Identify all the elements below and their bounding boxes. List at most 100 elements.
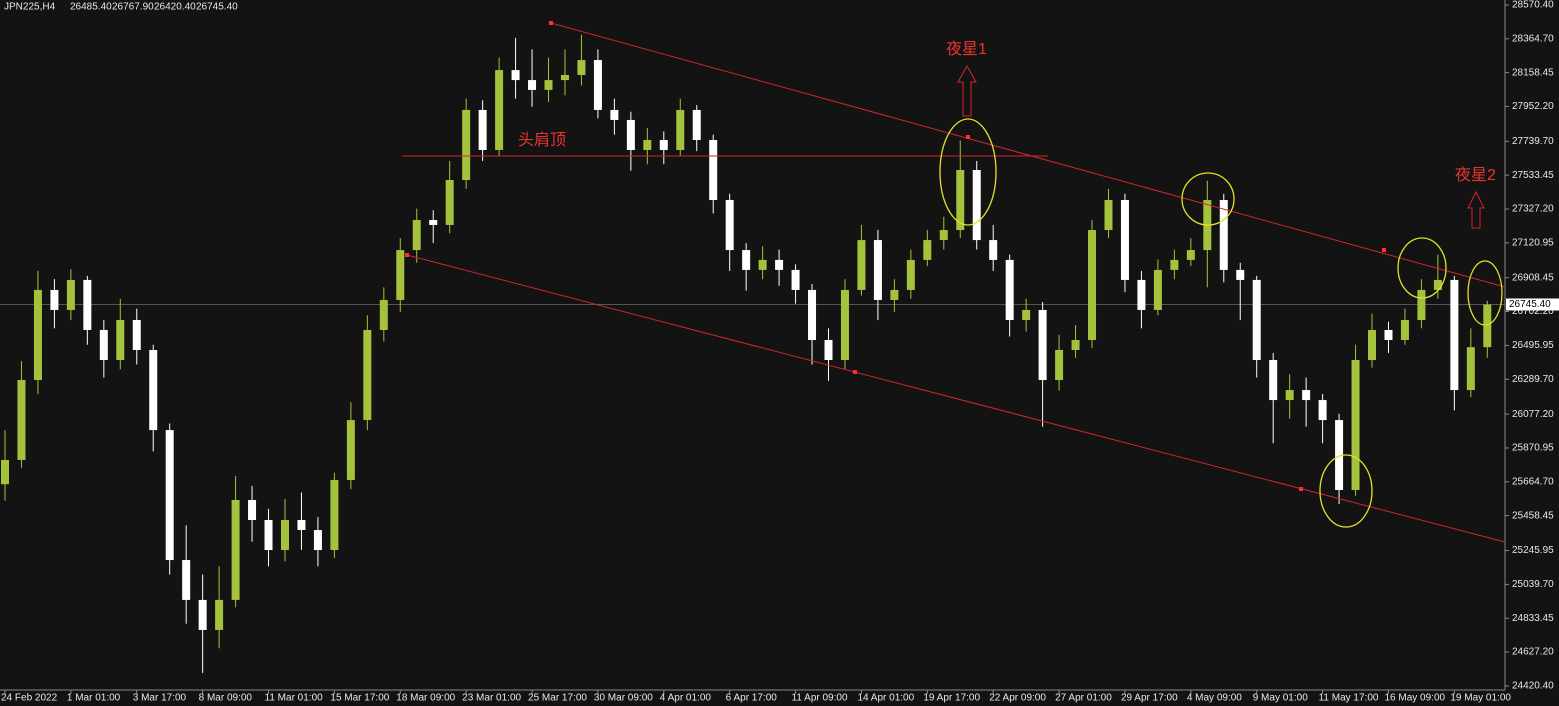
candle-body [560, 74, 569, 81]
candle-body [939, 230, 948, 241]
y-tick-label: 25870.95 [1512, 443, 1554, 454]
candle-body [1055, 350, 1064, 381]
plot-area [0, 34, 1505, 673]
candle-body [725, 200, 734, 251]
candle-body [1368, 329, 1377, 361]
y-tick-label: 27327.20 [1512, 204, 1554, 215]
candle-body [99, 329, 108, 361]
candle-body [1022, 309, 1031, 320]
candle-body [956, 169, 965, 231]
candle-body [692, 109, 701, 140]
x-tick-label: 11 Mar 01:00 [265, 693, 324, 704]
candle-body [1285, 390, 1294, 401]
y-tick-label: 28570.40 [1512, 0, 1554, 11]
symbol-title: JPN225,H4 [4, 2, 56, 13]
candle-body [659, 139, 668, 150]
upper-trendline [550, 22, 1506, 288]
candle-body [791, 269, 800, 290]
candle-body [1417, 289, 1426, 320]
candle-body [412, 220, 421, 251]
y-tick-label: 27952.20 [1512, 101, 1554, 112]
anchor [405, 253, 409, 257]
candle-body [840, 289, 849, 361]
candle-body [429, 220, 438, 225]
y-tick-label: 25458.45 [1512, 510, 1554, 521]
candle-body [906, 259, 915, 290]
candle-body [593, 60, 602, 110]
x-tick-label: 11 Apr 09:00 [792, 693, 848, 704]
candle-body [346, 420, 355, 480]
ellipse [1397, 237, 1447, 299]
candle-body [1, 459, 9, 485]
x-tick-label: 6 Apr 17:00 [726, 693, 778, 704]
candle-body [511, 70, 520, 81]
candle-body [923, 240, 932, 260]
anchor [1382, 248, 1386, 252]
candle-body [1400, 319, 1409, 340]
x-tick-label: 24 Feb 2022 [1, 693, 58, 704]
x-tick-label: 18 Mar 09:00 [396, 693, 455, 704]
candle-body [626, 119, 635, 150]
candle-body [1088, 230, 1097, 340]
x-tick-label: 23 Mar 01:00 [462, 693, 521, 704]
y-tick-label: 26702.20 [1512, 306, 1554, 317]
x-tick-label: 4 Apr 01:00 [660, 693, 712, 704]
candle-body [17, 380, 26, 460]
candle-body [33, 289, 42, 381]
candle-body [248, 499, 257, 521]
candle-body [297, 520, 306, 531]
arrow-up [1467, 190, 1485, 229]
anchor [853, 370, 857, 374]
x-tick-label: 19 May 01:00 [1450, 693, 1511, 704]
candle-body [873, 240, 882, 300]
anchor [966, 135, 970, 139]
candle-body [544, 80, 553, 90]
y-tick-label: 27739.70 [1512, 136, 1554, 147]
candle-body [280, 520, 289, 551]
candle-body [165, 430, 174, 561]
candle-body [182, 560, 191, 600]
candle-body [1038, 309, 1047, 381]
candle-body [379, 299, 388, 330]
y-tick-label: 24833.45 [1512, 613, 1554, 624]
candle-body [215, 599, 224, 630]
candle-body [1269, 360, 1278, 401]
x-tick-label: 22 Apr 09:00 [989, 693, 1046, 704]
candle-body [1450, 279, 1459, 391]
x-tick-label: 4 May 09:00 [1187, 693, 1242, 704]
candle-body [1219, 200, 1228, 270]
x-tick-label: 1 Mar 01:00 [67, 693, 121, 704]
candle-body [1153, 269, 1162, 310]
candle-body [528, 80, 537, 90]
candle-body [742, 250, 751, 270]
y-tick-label: 27533.45 [1512, 170, 1554, 181]
header-low: 26420.40 [154, 2, 196, 13]
candle-body [478, 109, 487, 150]
y-tick-label: 28158.45 [1512, 67, 1554, 78]
y-tick-label: 28364.70 [1512, 33, 1554, 44]
candle-body [363, 329, 372, 421]
candle-body [1384, 329, 1393, 340]
header-open: 26485.40 [70, 2, 112, 13]
y-tick-label: 26289.70 [1512, 374, 1554, 385]
candle-body [1351, 360, 1360, 490]
y-tick-label: 24627.20 [1512, 647, 1554, 658]
candle-body [1104, 200, 1113, 231]
candle-body [824, 339, 833, 361]
y-tick-label: 25245.95 [1512, 545, 1554, 556]
candle-body [1005, 259, 1014, 320]
x-tick-label: 11 May 17:00 [1319, 693, 1379, 704]
y-tick-label: 26077.20 [1512, 409, 1554, 420]
candle-body [445, 180, 454, 225]
candle-body [775, 259, 784, 270]
highlight-ellipses [939, 118, 1503, 528]
candle-body [1433, 279, 1442, 290]
candle-body [1170, 259, 1179, 270]
candle-body [1236, 269, 1245, 280]
x-tick-label: 14 Apr 01:00 [857, 693, 914, 704]
header-high: 26767.90 [112, 2, 154, 13]
candle-body [890, 289, 899, 300]
last-price-label: 26745.40 [1509, 299, 1551, 310]
annotation: 夜星1 [946, 40, 987, 58]
